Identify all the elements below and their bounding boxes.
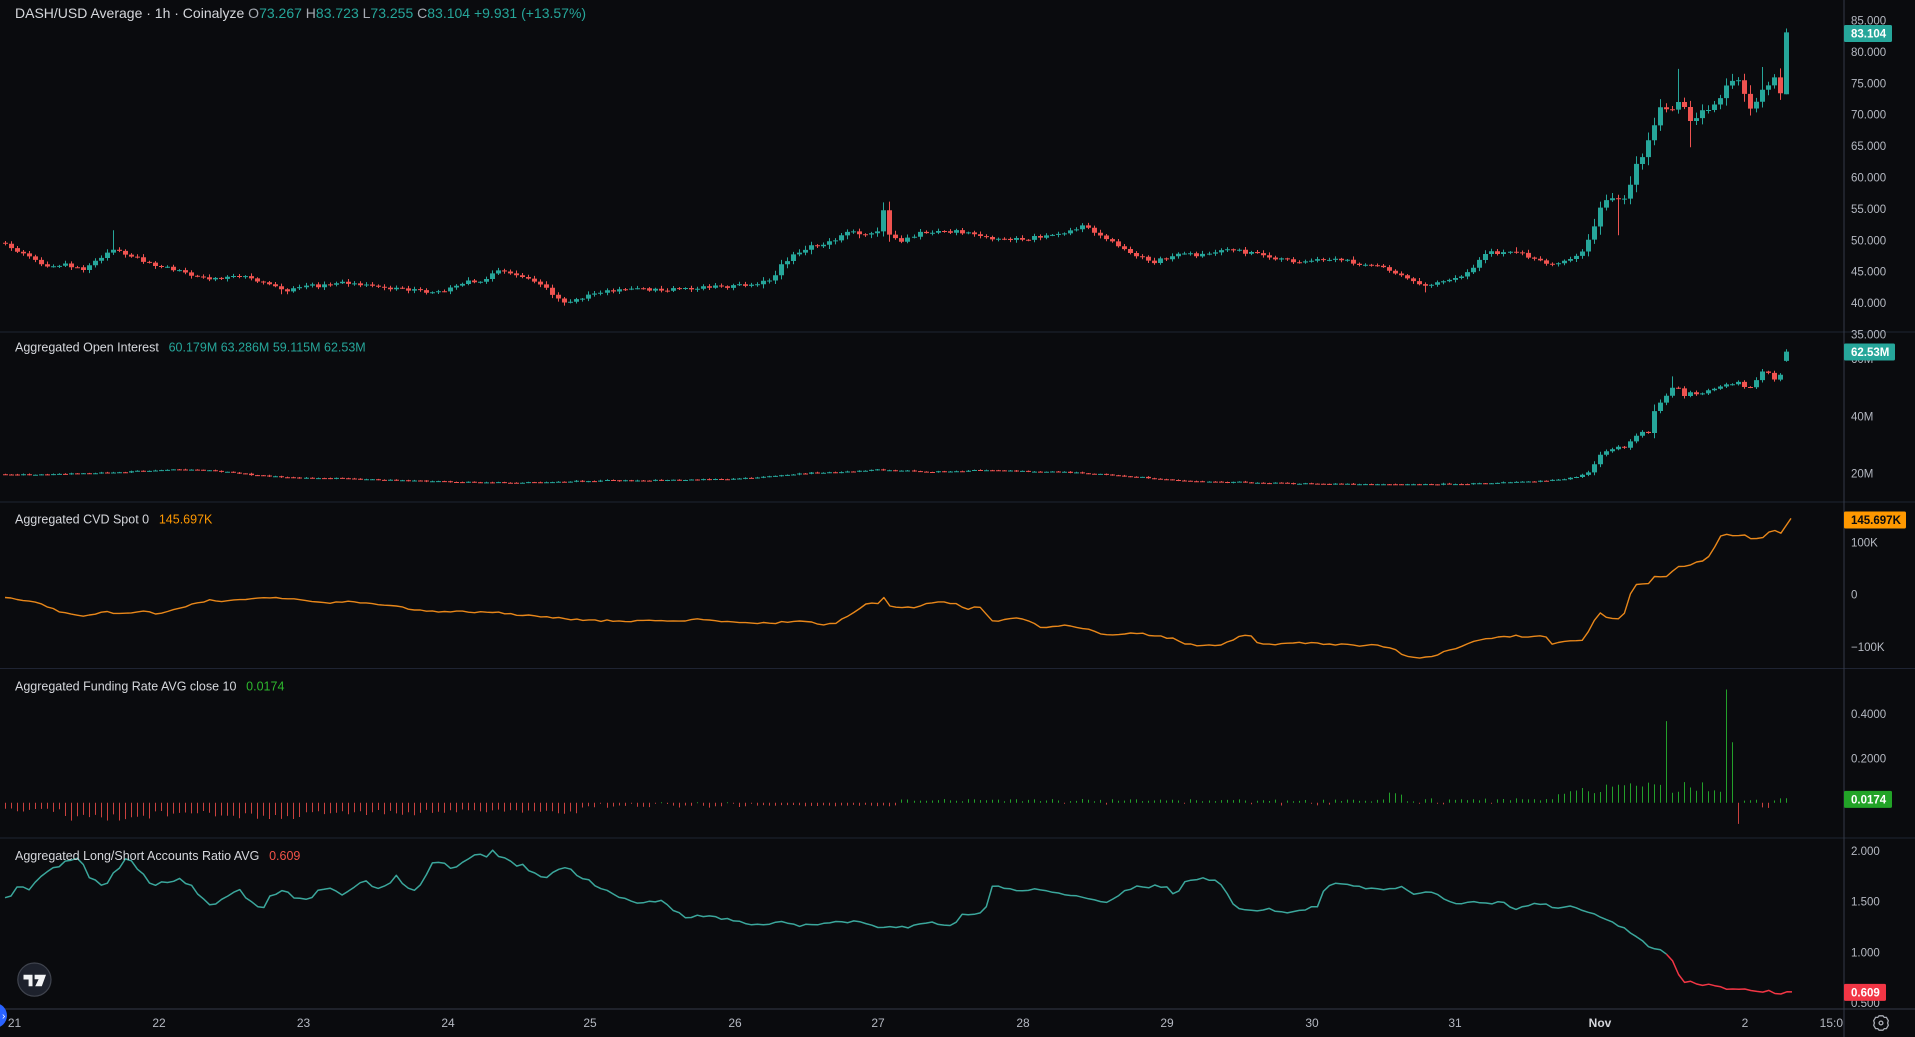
svg-text:70.000: 70.000 [1851, 110, 1886, 122]
svg-text:›: › [2, 1011, 5, 1022]
svg-text:35.000: 35.000 [1851, 330, 1886, 342]
svg-text:20M: 20M [1851, 469, 1873, 481]
svg-text:145.697K: 145.697K [1851, 515, 1902, 527]
svg-text:40.000: 40.000 [1851, 298, 1886, 310]
svg-text:22: 22 [152, 1016, 166, 1030]
svg-text:Aggregated Open Interest 60.1: Aggregated Open Interest 60.179M 63.286M… [15, 341, 366, 355]
svg-text:0.2000: 0.2000 [1851, 753, 1886, 765]
svg-text:100K: 100K [1851, 537, 1878, 549]
svg-text:23: 23 [297, 1016, 311, 1030]
svg-text:0: 0 [1851, 590, 1857, 602]
svg-text:Aggregated Funding Rate AVG cl: Aggregated Funding Rate AVG close 10 0.0… [15, 680, 284, 694]
svg-text:50.000: 50.000 [1851, 235, 1886, 247]
svg-text:0.4000: 0.4000 [1851, 709, 1886, 721]
svg-text:65.000: 65.000 [1851, 141, 1886, 153]
svg-text:Aggregated CVD Spot 0 145.697: Aggregated CVD Spot 0 145.697K [15, 513, 213, 527]
svg-text:Aggregated Long/Short Accounts: Aggregated Long/Short Accounts Ratio AVG… [15, 849, 300, 863]
svg-text:40M: 40M [1851, 411, 1873, 423]
svg-text:2.000: 2.000 [1851, 846, 1880, 858]
svg-text:DASH/USD Average · 1h · Coinal: DASH/USD Average · 1h · Coinalyze O73.26… [15, 5, 586, 21]
svg-text:1.500: 1.500 [1851, 897, 1880, 909]
svg-text:−100K: −100K [1851, 642, 1885, 654]
svg-text:0.500: 0.500 [1851, 998, 1880, 1010]
svg-text:2: 2 [1742, 1016, 1749, 1030]
svg-text:0.609: 0.609 [1851, 987, 1880, 999]
svg-text:0.0174: 0.0174 [1851, 794, 1887, 806]
svg-text:27: 27 [871, 1016, 885, 1030]
svg-text:Nov: Nov [1589, 1016, 1612, 1030]
svg-text:60.000: 60.000 [1851, 173, 1886, 185]
svg-text:80.000: 80.000 [1851, 47, 1886, 59]
svg-text:62.53M: 62.53M [1851, 347, 1889, 359]
svg-text:15:0: 15:0 [1820, 1016, 1844, 1030]
svg-text:21: 21 [8, 1016, 22, 1030]
svg-text:25: 25 [583, 1016, 597, 1030]
svg-text:55.000: 55.000 [1851, 204, 1886, 216]
svg-text:26: 26 [728, 1016, 742, 1030]
svg-text:30: 30 [1305, 1016, 1319, 1030]
svg-text:85.000: 85.000 [1851, 16, 1886, 28]
svg-text:75.000: 75.000 [1851, 78, 1886, 90]
svg-text:29: 29 [1160, 1016, 1174, 1030]
svg-text:1.000: 1.000 [1851, 947, 1880, 959]
svg-text:28: 28 [1016, 1016, 1030, 1030]
svg-text:83.104: 83.104 [1851, 29, 1887, 41]
svg-text:31: 31 [1448, 1016, 1462, 1030]
svg-text:45.000: 45.000 [1851, 267, 1886, 279]
svg-text:24: 24 [441, 1016, 455, 1030]
